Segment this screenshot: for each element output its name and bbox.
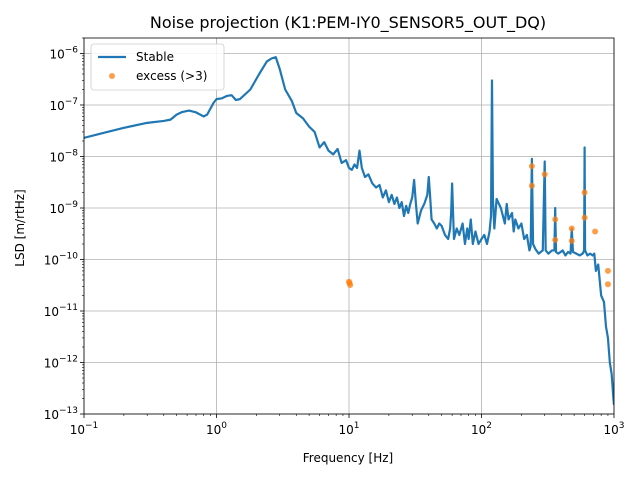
y-tick-label: 10−10: [44, 252, 79, 268]
x-tick-label: 10−1: [70, 421, 99, 437]
series-line-stable: [84, 56, 614, 406]
y-axis-label: LSD [m/rtHz]: [13, 189, 27, 266]
excess-point: [541, 171, 548, 178]
y-tick-label: 10−13: [44, 406, 78, 422]
excess-point: [528, 163, 535, 170]
y-tick-label: 10−6: [49, 46, 78, 62]
excess-point: [347, 281, 354, 288]
legend-swatch-excess: [109, 73, 115, 79]
x-axis-label: Frequency [Hz]: [303, 451, 394, 465]
legend-label-stable: Stable: [136, 50, 174, 64]
excess-point: [581, 189, 588, 196]
y-tick-label: 10−12: [44, 355, 78, 371]
excess-point: [592, 228, 599, 235]
excess-point: [568, 237, 575, 244]
legend: Stable excess (>3): [90, 43, 225, 91]
excess-point: [552, 216, 559, 223]
chart-title: Noise projection (K1:PEM-IY0_SENSOR5_OUT…: [150, 13, 546, 33]
y-tick-label: 10−9: [49, 200, 78, 216]
excess-point: [552, 236, 559, 243]
x-tick-label: 103: [603, 421, 624, 437]
legend-box: [90, 43, 225, 91]
y-tick-label: 10−7: [49, 97, 78, 113]
x-tick-label: 101: [338, 421, 359, 437]
y-tick-label: 10−8: [49, 149, 78, 165]
excess-point: [581, 214, 588, 221]
excess-point: [528, 182, 535, 189]
series-layer: [84, 56, 614, 406]
excess-point: [604, 281, 611, 288]
x-tick-label: 100: [206, 421, 227, 437]
legend-label-excess: excess (>3): [136, 69, 207, 83]
axes-frame: [83, 37, 615, 415]
x-tick-label: 102: [471, 421, 492, 437]
plot-area: 10−1 100 101 102 103 10−13 10−12 10−11 10−10 10−9…: [44, 37, 625, 437]
y-tick-label: 10−11: [44, 303, 78, 319]
excess-point: [568, 225, 575, 232]
excess-point: [604, 267, 611, 274]
